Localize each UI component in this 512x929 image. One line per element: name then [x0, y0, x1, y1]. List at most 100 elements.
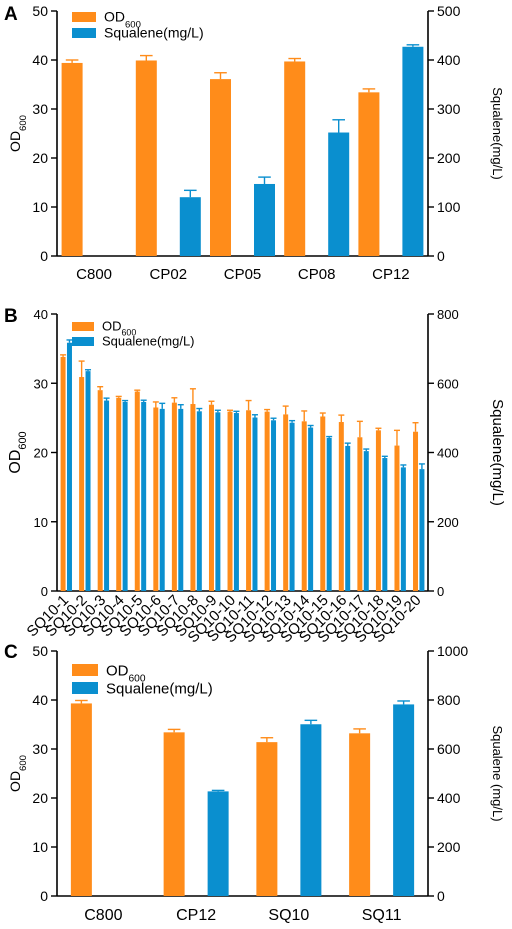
squalene-bar — [419, 469, 425, 591]
od-bar — [320, 416, 326, 591]
squalene-bar — [66, 342, 72, 591]
x-tick-label: CP12 — [176, 907, 216, 924]
left-tick-label: 40 — [32, 692, 48, 708]
od-bar — [171, 402, 177, 591]
panel-C: C 0 10 20 30 40 50 0 200 400 600 800 1000 OD600 Squale… — [4, 642, 505, 924]
od-bar — [60, 356, 66, 591]
left-axis-title: OD600 — [7, 115, 29, 152]
x-tick-label: CP05 — [224, 266, 262, 283]
squalene-bar — [215, 412, 221, 591]
right-tick-label: 400 — [437, 446, 459, 461]
right-tick-label: 0 — [437, 248, 445, 264]
x-tick-label: CP12 — [372, 266, 410, 283]
od-bar — [338, 422, 344, 591]
squalene-bar — [122, 401, 128, 591]
x-tick-label: CP02 — [150, 266, 188, 283]
x-tick-label: C800 — [76, 266, 112, 283]
od-bar — [116, 397, 122, 591]
right-tick-label: 300 — [437, 101, 461, 117]
od-bar — [375, 430, 381, 591]
legend-label-squalene: Squalene(mg/L) — [104, 25, 204, 41]
squalene-bar — [233, 413, 239, 591]
legend-swatch-squalene — [72, 682, 98, 694]
right-tick-label: 200 — [437, 839, 461, 855]
squalene-bar — [363, 451, 369, 591]
legend-label-squalene: Squalene(mg/L) — [106, 681, 213, 698]
legend-swatch-od — [72, 322, 94, 331]
squalene-bar — [345, 445, 351, 591]
squalene-bar — [289, 422, 295, 591]
left-tick-label: 0 — [40, 248, 48, 264]
left-tick-label: 30 — [32, 101, 48, 117]
x-tick-label: CP08 — [298, 266, 336, 283]
right-tick-label: 400 — [437, 52, 461, 68]
panel-label: C — [4, 642, 18, 663]
squalene-bar — [85, 371, 91, 591]
od-bar — [134, 391, 140, 591]
left-tick-label: 0 — [41, 584, 48, 599]
right-tick-label: 1000 — [437, 643, 468, 659]
right-tick-label: 600 — [437, 741, 461, 757]
od-bar — [264, 411, 270, 591]
left-tick-label: 40 — [32, 52, 48, 68]
squalene-bar — [400, 467, 406, 591]
legend-swatch-squalene — [72, 28, 96, 38]
squalene-bar — [326, 437, 332, 591]
squalene-bar — [271, 420, 277, 591]
od-bar — [163, 732, 185, 896]
right-tick-label: 100 — [437, 199, 461, 215]
od-bar — [256, 742, 278, 896]
squalene-bar — [393, 704, 415, 896]
squalene-bar — [254, 183, 275, 256]
legend-label-squalene: Squalene(mg/L) — [102, 334, 195, 349]
left-axis-title: OD600 — [7, 755, 29, 792]
x-tick-label: C800 — [84, 907, 122, 924]
squalene-bar — [328, 132, 350, 256]
x-tick-label: SQ10 — [268, 907, 309, 924]
squalene-bar — [300, 724, 322, 896]
od-bar — [208, 404, 214, 591]
right-tick-label: 200 — [437, 150, 461, 166]
left-tick-label: 10 — [34, 515, 48, 530]
left-tick-label: 0 — [40, 888, 48, 904]
od-bar — [153, 407, 159, 591]
squalene-bar — [382, 458, 388, 591]
legend-swatch-od — [72, 12, 96, 22]
left-tick-label: 40 — [34, 307, 48, 322]
od-bar — [283, 414, 289, 591]
od-bar — [61, 62, 83, 256]
left-tick-label: 50 — [32, 3, 48, 19]
od-bar — [135, 60, 157, 256]
od-bar — [301, 421, 307, 591]
right-tick-label: 800 — [437, 692, 461, 708]
squalene-bar — [207, 791, 229, 896]
od-bar — [79, 377, 85, 591]
legend-swatch-od — [72, 664, 98, 676]
legend-swatch-squalene — [72, 337, 94, 346]
right-tick-label: 0 — [437, 584, 444, 599]
squalene-bar — [141, 401, 147, 591]
squalene-bar — [308, 427, 314, 591]
right-tick-label: 200 — [437, 515, 459, 530]
squalene-bar — [178, 408, 184, 591]
od-bar — [97, 390, 103, 591]
left-axis-title: OD600 — [7, 431, 29, 473]
left-tick-label: 30 — [32, 741, 48, 757]
od-bar — [246, 410, 252, 591]
od-bar — [190, 404, 196, 591]
right-tick-label: 800 — [437, 307, 459, 322]
od-bar — [358, 92, 380, 256]
squalene-bar — [104, 400, 110, 591]
panel-label: A — [4, 4, 18, 25]
squalene-bar — [402, 46, 424, 256]
squalene-bar — [159, 408, 165, 591]
left-tick-label: 30 — [34, 376, 48, 391]
x-tick-label: SQ11 — [362, 907, 402, 924]
right-tick-label: 600 — [437, 376, 459, 391]
squalene-bar — [196, 411, 202, 591]
od-bar — [227, 411, 233, 591]
od-bar — [210, 79, 231, 256]
